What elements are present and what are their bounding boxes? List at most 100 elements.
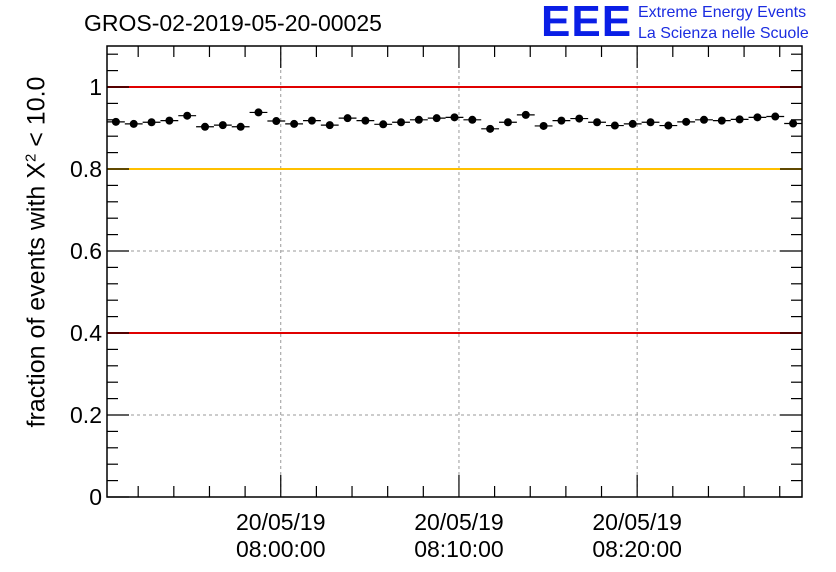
data-point-marker xyxy=(735,115,744,124)
data-point xyxy=(445,113,464,122)
data-point xyxy=(677,117,696,126)
data-point-marker xyxy=(111,117,120,126)
data-point xyxy=(267,117,286,126)
data-point xyxy=(124,119,143,128)
data-point xyxy=(766,112,785,121)
y-tick-label: 1 xyxy=(89,74,102,100)
data-point xyxy=(784,119,802,128)
x-tick-label-time: 08:00:00 xyxy=(236,536,326,562)
data-point-marker xyxy=(610,121,619,130)
data-point xyxy=(463,115,482,124)
y-axis-label-prefix: fraction of events with xyxy=(22,178,51,428)
data-point-marker xyxy=(539,121,548,130)
logo-mark: EEE xyxy=(541,0,633,46)
data-point xyxy=(427,114,446,123)
data-point xyxy=(570,114,589,123)
data-point xyxy=(605,121,624,130)
data-point xyxy=(409,115,428,124)
data-point-marker xyxy=(699,115,708,124)
logo-line-2: La Scienza nelle Scuole xyxy=(638,25,809,42)
x-tick-label-date: 20/05/19 xyxy=(414,509,504,535)
data-point-marker xyxy=(361,116,370,125)
y-tick-label: 0 xyxy=(89,484,102,510)
reference-lines xyxy=(107,86,802,334)
data-point xyxy=(588,118,606,127)
data-point-marker xyxy=(771,112,780,121)
data-point-marker xyxy=(147,118,156,127)
data-point-marker xyxy=(575,114,584,123)
data-point xyxy=(659,121,678,130)
x-tick-labels: 20/05/1908:00:0020/05/1908:10:0020/05/19… xyxy=(236,509,682,562)
y-axis-label: fraction of events with X2 < 10.0 xyxy=(22,77,51,428)
data-point-marker xyxy=(646,118,655,127)
data-point-marker xyxy=(789,119,798,128)
data-point-marker xyxy=(236,122,245,131)
data-point xyxy=(623,119,642,128)
data-point xyxy=(356,116,375,125)
data-point xyxy=(481,124,500,133)
y-tick-label: 0.6 xyxy=(70,238,102,264)
x-tick-label-time: 08:20:00 xyxy=(592,536,682,562)
data-point xyxy=(231,122,250,131)
data-point-marker xyxy=(379,120,388,129)
x-tick-label-date: 20/05/19 xyxy=(592,509,682,535)
y-axis-label-symbol: X xyxy=(22,162,51,179)
data-point xyxy=(213,121,232,130)
y-tick-labels: 0 0.2 0.4 0.6 0.8 1 xyxy=(70,74,102,510)
run-title: GROS-02-2019-05-20-00025 xyxy=(84,10,382,36)
plot-frame-rect xyxy=(106,45,803,498)
data-point xyxy=(160,116,179,125)
data-point xyxy=(320,121,339,130)
data-point xyxy=(392,118,410,127)
y-axis-label-power: 2 xyxy=(22,153,40,163)
y-tick-label: 0.8 xyxy=(70,156,102,182)
data-point xyxy=(712,116,731,125)
data-point-marker xyxy=(201,122,210,131)
data-point xyxy=(303,116,321,125)
data-point xyxy=(142,118,161,127)
data-point-marker xyxy=(486,124,495,133)
data-point xyxy=(748,113,767,122)
data-point-marker xyxy=(468,115,477,124)
data-point xyxy=(499,118,517,127)
x-tick-label-time: 08:10:00 xyxy=(414,536,504,562)
data-point-marker xyxy=(717,116,726,125)
data-point xyxy=(516,110,535,119)
axis-ticks xyxy=(107,46,802,498)
data-point xyxy=(249,108,268,117)
data-point-marker xyxy=(521,110,530,119)
data-point-marker xyxy=(397,118,406,127)
data-point xyxy=(695,115,713,124)
data-point-marker xyxy=(593,118,602,127)
data-point-marker xyxy=(503,118,512,127)
y-tick-label: 0.4 xyxy=(70,320,102,346)
data-point-marker xyxy=(628,119,637,128)
data-point-marker xyxy=(414,115,423,124)
x-tick-label-date: 20/05/19 xyxy=(236,509,326,535)
data-point-marker xyxy=(272,117,281,126)
data-point xyxy=(552,116,571,125)
y-axis-label-suffix: < 10.0 xyxy=(22,76,51,154)
data-point-marker xyxy=(183,111,192,120)
data-point-marker xyxy=(557,116,566,125)
data-point xyxy=(285,119,304,128)
data-point xyxy=(178,111,197,120)
data-point-marker xyxy=(325,121,334,130)
logo-line-1: Extreme Energy Events xyxy=(638,4,807,21)
data-point-marker xyxy=(450,113,459,122)
data-point xyxy=(196,122,214,131)
data-point xyxy=(534,121,553,130)
data-point-marker xyxy=(254,108,263,117)
data-point xyxy=(338,114,357,123)
data-points xyxy=(107,108,802,133)
data-point xyxy=(107,117,125,126)
data-point xyxy=(374,120,393,129)
data-point-marker xyxy=(432,114,441,123)
y-tick-label: 0.2 xyxy=(70,402,102,428)
data-point-marker xyxy=(664,121,673,130)
data-point-marker xyxy=(218,121,227,130)
data-point-marker xyxy=(682,117,691,126)
data-point xyxy=(730,115,749,124)
eee-logo: EEE Extreme Energy Events La Scienza nel… xyxy=(541,0,831,46)
